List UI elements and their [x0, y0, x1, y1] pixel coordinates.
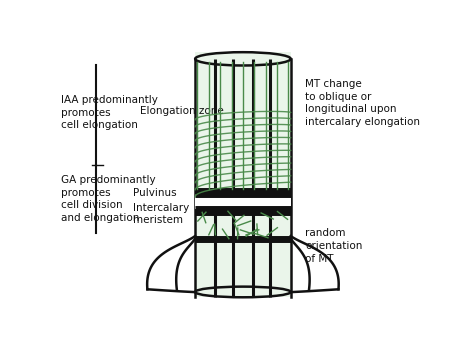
Text: Intercalary
meristem: Intercalary meristem [133, 203, 189, 225]
Text: GA predominantly
promotes
cell division
and elongation: GA predominantly promotes cell division … [61, 175, 156, 223]
Text: Pulvinus: Pulvinus [133, 188, 176, 198]
Bar [195, 194, 291, 209]
Text: Elongation zone: Elongation zone [140, 106, 224, 116]
Ellipse shape [195, 52, 291, 65]
Text: MT change
to oblique or
longitudinal upon
intercalary elongation: MT change to oblique or longitudinal upo… [305, 79, 420, 127]
Text: random
orientation
of MT: random orientation of MT [305, 228, 363, 264]
Ellipse shape [195, 286, 291, 297]
Bar [195, 52, 291, 297]
Text: IAA predominantly
promotes
cell elongation: IAA predominantly promotes cell elongati… [61, 95, 158, 130]
